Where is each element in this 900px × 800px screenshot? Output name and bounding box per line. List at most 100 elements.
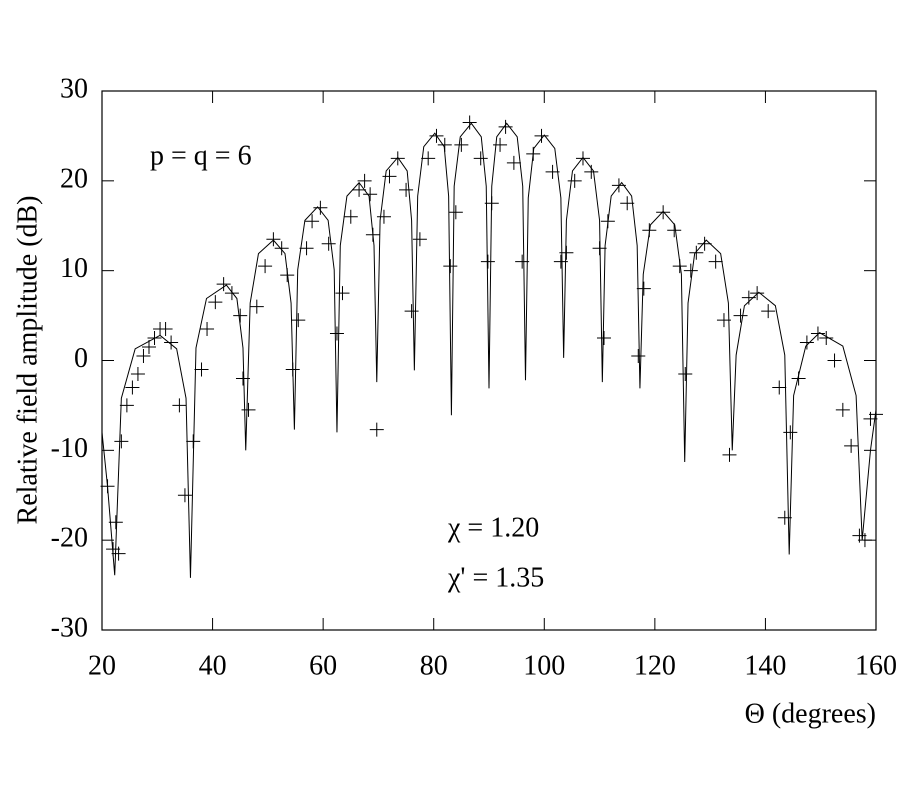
measured-point (534, 128, 549, 143)
annotation: χ = 1.20 (447, 512, 539, 543)
measured-point (329, 326, 344, 341)
measured-point (600, 214, 615, 229)
measured-point (233, 308, 248, 323)
x-tick-label: 120 (634, 650, 676, 681)
y-tick-label: 30 (60, 73, 88, 104)
measured-point (722, 447, 737, 462)
measured-point (473, 151, 488, 166)
y-axis-label: Relative field amplitude (dB) (12, 196, 43, 525)
measured-point (498, 119, 513, 134)
measured-point (636, 281, 651, 296)
x-axis-label: Θ (degrees) (745, 698, 876, 729)
measured-point (545, 164, 560, 179)
measured-point (454, 137, 469, 152)
measured-point (493, 137, 508, 152)
y-tick-label: 20 (60, 163, 88, 194)
measured-point (285, 362, 300, 377)
y-tick-label: -10 (51, 433, 88, 464)
measured-point (114, 434, 129, 449)
measured-point (443, 259, 458, 274)
x-tick-label: 60 (309, 650, 337, 681)
x-tick-label: 100 (523, 650, 565, 681)
measured-point (584, 164, 599, 179)
measured-point (559, 245, 574, 260)
measured-point (480, 254, 495, 269)
y-tick-label: 0 (74, 343, 88, 374)
measured-point (186, 434, 201, 449)
annotation: χ' = 1.35 (447, 562, 544, 593)
measured-point (365, 227, 380, 242)
measured-point (596, 331, 611, 346)
measured-point (761, 304, 776, 319)
measured-point (708, 254, 723, 269)
measured-point (235, 371, 250, 386)
measured-point (363, 187, 378, 202)
measured-point (321, 236, 336, 251)
y-tick-label: -20 (51, 523, 88, 554)
measured-point (642, 223, 657, 238)
measured-point (208, 295, 223, 310)
measured-point (249, 299, 264, 314)
measured-point (258, 259, 273, 274)
measured-point (100, 479, 115, 494)
measured-point (683, 263, 698, 278)
measured-point (216, 277, 231, 292)
x-tick-label: 40 (199, 650, 227, 681)
measured-point (274, 241, 289, 256)
measured-point (462, 115, 477, 130)
measured-point (399, 182, 414, 197)
measured-point (672, 259, 687, 274)
measured-point (783, 425, 798, 440)
measured-point (412, 232, 427, 247)
measured-point (108, 515, 123, 530)
measured-point (429, 128, 444, 143)
measured-point (611, 178, 626, 193)
measured-point (343, 209, 358, 224)
measured-point (716, 313, 731, 328)
measured-point (575, 151, 590, 166)
measured-point (791, 371, 806, 386)
measured-point (567, 173, 582, 188)
measured-point (291, 313, 306, 328)
measured-point (772, 380, 787, 395)
measured-point (857, 533, 872, 548)
measured-point (799, 335, 814, 350)
measured-point (280, 268, 295, 283)
measured-point (421, 151, 436, 166)
measured-point (827, 353, 842, 368)
measured-point (390, 151, 405, 166)
measured-point (506, 155, 521, 170)
measured-point (136, 349, 151, 364)
measured-point (172, 398, 187, 413)
measured-point (194, 362, 209, 377)
measured-point (448, 205, 463, 220)
measured-point (125, 380, 140, 395)
measured-point (164, 335, 179, 350)
measured-point (741, 290, 756, 305)
measured-point (130, 366, 145, 381)
measured-point (667, 223, 682, 238)
measured-point (313, 200, 328, 215)
measured-point (305, 214, 320, 229)
measured-point (224, 286, 239, 301)
measured-point (592, 241, 607, 256)
measured-point (335, 286, 350, 301)
measured-point (869, 407, 883, 422)
measured-point (631, 349, 646, 364)
measured-point (697, 236, 712, 251)
measured-point (810, 326, 825, 341)
measured-point (404, 304, 419, 319)
measured-point (844, 438, 859, 453)
y-tick-label: -30 (51, 612, 88, 643)
measured-point (835, 402, 850, 417)
measured-point (352, 182, 367, 197)
measured-point (141, 340, 156, 355)
measured-point (777, 510, 792, 525)
measured-point (733, 308, 748, 323)
measured-point (819, 331, 834, 346)
measured-point (147, 331, 162, 346)
measured-point (553, 254, 568, 269)
measured-point (484, 196, 499, 211)
measured-point (515, 254, 530, 269)
